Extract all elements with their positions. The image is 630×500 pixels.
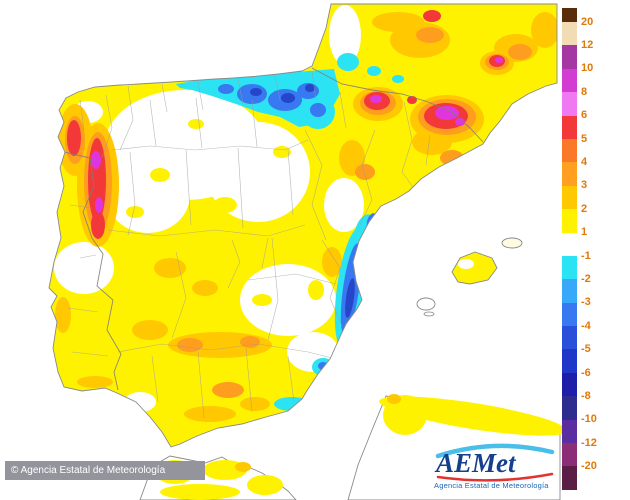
legend-swatch: [562, 209, 577, 233]
legend-swatch: [562, 349, 577, 373]
legend-swatch: [562, 466, 577, 490]
menorca-island: [501, 237, 523, 249]
legend-label: 5: [581, 132, 588, 145]
legend-swatch: [562, 326, 577, 350]
logo-swoosh-icon: [436, 472, 554, 482]
legend-label: -6: [581, 366, 591, 379]
legend-label: 20: [581, 15, 594, 28]
logo-arc-icon: [435, 443, 555, 459]
copyright-bar: © Agencia Estatal de Meteorología: [5, 461, 205, 480]
legend-swatch: [562, 68, 577, 93]
legend-swatch: [562, 302, 577, 327]
legend-label: 4: [581, 155, 588, 168]
legend-swatch: [562, 443, 577, 467]
ibiza-island: [416, 297, 436, 311]
legend-swatch: [562, 8, 577, 22]
legend-label: 3: [581, 179, 588, 192]
legend-label: -2: [581, 272, 591, 285]
legend-label: -10: [581, 413, 597, 426]
legend-swatch: [562, 232, 577, 256]
legend-label: -3: [581, 296, 591, 309]
copyright-text: © Agencia Estatal de Meteorología: [11, 465, 166, 476]
aemet-logo: AEMet Agencia Estatal de Meteorología: [430, 438, 566, 490]
aemet-logo-graphic: AEMet: [434, 443, 555, 482]
legend-swatch: [562, 419, 577, 444]
legend-swatch: [562, 22, 577, 46]
logo-wordmark: AEMet: [434, 448, 517, 478]
legend-label: -1: [581, 249, 591, 262]
legend-label: 2: [581, 202, 588, 215]
portugal-spain-border: [63, 151, 122, 391]
iberia-coastline: [48, 3, 558, 448]
legend-label: 12: [581, 38, 594, 51]
legend-swatch: [562, 138, 577, 163]
legend-label: -8: [581, 389, 591, 402]
legend-label: -5: [581, 343, 591, 356]
legend-label: -4: [581, 319, 591, 332]
balearic-islands: [416, 237, 523, 317]
legend-swatch: [562, 45, 577, 69]
spain-france-border: [311, 67, 484, 143]
legend-label: 6: [581, 109, 588, 122]
legend-swatch: [562, 92, 577, 116]
legend-swatch: [562, 255, 577, 280]
legend-swatch: [562, 372, 577, 397]
legend-swatch: [562, 115, 577, 139]
legend-label: 10: [581, 62, 594, 75]
province-boundaries: [63, 67, 484, 419]
legend-swatch: [562, 396, 577, 420]
color-scale-labels: 20 12 10 8 6 5 4 3 2 1 -1 -2 -3 -4 -5 -6 -8 -10 -12 -20: [581, 0, 617, 500]
legend-swatch: [562, 162, 577, 186]
logo-caption: Agencia Estatal de Meteorología: [434, 481, 549, 490]
formentera-island: [423, 311, 435, 317]
north-africa-landmass: [139, 394, 567, 500]
legend-label: 1: [581, 226, 588, 239]
legend-label: -20: [581, 460, 597, 473]
legend-label: -12: [581, 436, 597, 449]
legend-label: 8: [581, 85, 588, 98]
legend-swatch: [562, 279, 577, 303]
legend-swatch: [562, 185, 577, 210]
color-scale-legend: [562, 8, 577, 490]
